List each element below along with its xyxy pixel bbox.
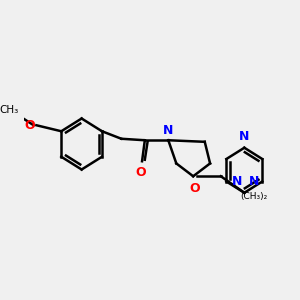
Text: N: N <box>239 130 250 143</box>
Text: N: N <box>232 175 242 188</box>
Text: O: O <box>24 119 35 132</box>
Text: N: N <box>163 124 173 136</box>
Text: O: O <box>135 166 146 179</box>
Text: (CH₃)₂: (CH₃)₂ <box>240 192 268 201</box>
Text: O: O <box>189 182 200 195</box>
Text: N: N <box>249 175 259 188</box>
Text: CH₃: CH₃ <box>0 105 18 115</box>
